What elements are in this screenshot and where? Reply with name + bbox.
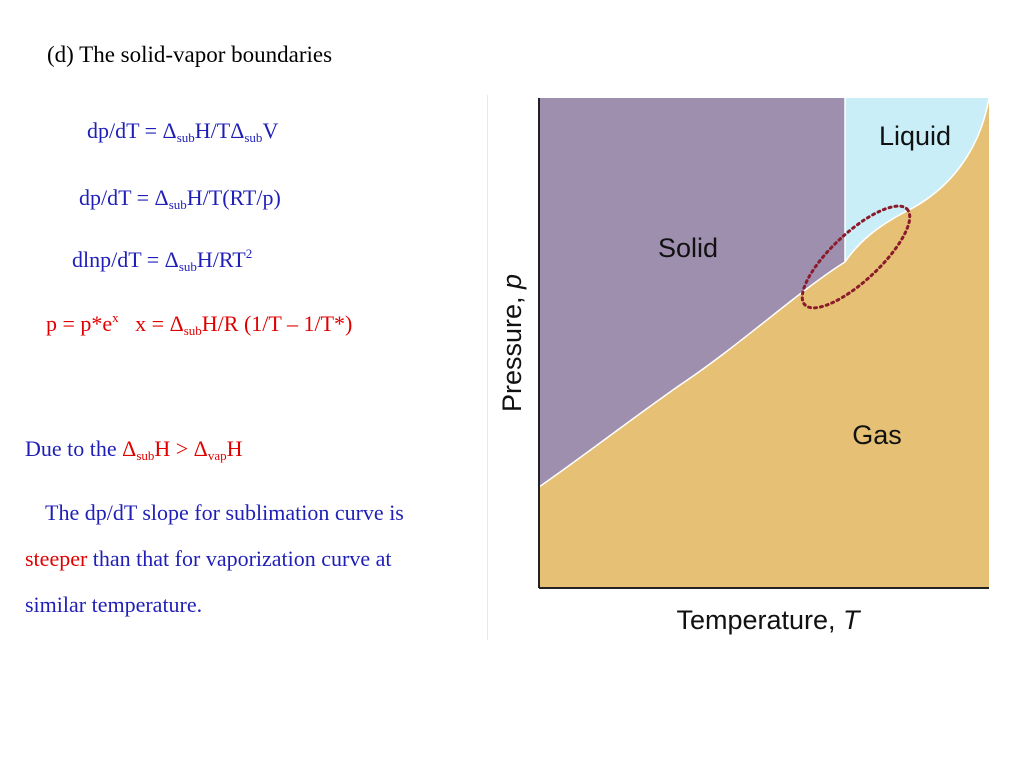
liquid-region xyxy=(845,98,989,262)
solid-region xyxy=(539,98,845,487)
paragraph-line-1: The dp/dT slope for sublimation curve is xyxy=(45,500,404,525)
highlight-ellipse xyxy=(800,204,912,310)
equation-ideal-gas-substitution: dp/dT = ΔsubH/T(RT/p) xyxy=(79,185,281,212)
y-axis-label: Pressure, p xyxy=(497,274,527,412)
divider xyxy=(487,95,488,640)
sublimation-curve xyxy=(538,261,846,488)
solid-label: Solid xyxy=(658,233,718,263)
vaporization-curve xyxy=(844,97,990,263)
liquid-label: Liquid xyxy=(879,121,951,151)
gas-label: Gas xyxy=(852,420,902,450)
equation-clapeyron: dp/dT = ΔsubH/TΔsubV xyxy=(87,118,279,145)
page-title: (d) The solid-vapor boundaries xyxy=(47,42,333,67)
steeper-highlight: steeper xyxy=(25,546,88,571)
due-to-statement: Due to the ΔsubH > ΔvapH xyxy=(25,436,243,463)
paragraph-line-2: steeper than that for vaporization curve… xyxy=(25,546,392,571)
paragraph-line-3: similar temperature. xyxy=(25,592,203,617)
equation-clausius-clapeyron: dlnp/dT = ΔsubH/RT2 xyxy=(72,246,253,274)
x-axis-label: Temperature, T xyxy=(676,605,862,635)
equation-integrated-form: p = p*ex x = ΔsubH/R (1/T – 1/T*) xyxy=(46,310,353,338)
phase-diagram: Liquid Solid Gas Pressure, p Temperature… xyxy=(497,97,990,635)
